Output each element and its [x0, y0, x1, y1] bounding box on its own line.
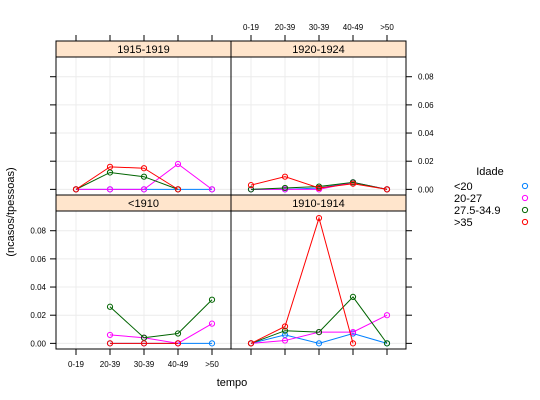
y-tick-label: 0.04 [30, 283, 46, 292]
data-point [106, 163, 114, 170]
series-line [250, 296, 388, 344]
data-point [106, 340, 114, 347]
data-layer [72, 160, 391, 347]
legend-marker-gt35 [521, 218, 529, 226]
legend-marker-27-5-34-9 [521, 206, 529, 214]
legend-label-gt35: >35 [454, 217, 473, 229]
x-tick-label: >50 [205, 360, 219, 369]
series-line [75, 166, 179, 190]
y-tick-label: 0.06 [30, 255, 46, 264]
series-line [109, 299, 213, 339]
x-tick-label: 20-39 [100, 360, 121, 369]
data-point [315, 329, 323, 336]
panel-title: <1910 [128, 198, 159, 210]
data-point [349, 293, 357, 300]
data-point [140, 173, 148, 180]
series-line [75, 171, 179, 190]
x-tick-label: 30-39 [134, 360, 155, 369]
data-point [281, 337, 289, 344]
data-point [281, 173, 289, 180]
y-tick-label: 0.02 [418, 157, 434, 166]
frame-layer: 1915-1919 1920-1924 <1910 1910-1914 [55, 40, 407, 350]
data-point [281, 184, 289, 192]
panel-title: 1915-1919 [117, 44, 170, 56]
data-point [247, 182, 255, 189]
panel-title: 1920-1924 [292, 44, 345, 56]
axis-layer: 0.00 0.02 0.04 0.06 0.08 0.00 0.02 0.04 0.06 0.08… [30, 23, 434, 369]
data-point [315, 214, 323, 222]
data-point [140, 165, 148, 172]
data-point [315, 340, 323, 347]
data-point [349, 180, 357, 187]
y-tick-label: 0.06 [418, 101, 434, 110]
data-point [208, 340, 216, 347]
data-point [208, 186, 216, 193]
data-point [140, 340, 148, 347]
legend-label-27-5-34-9: 27.5-34.9 [454, 205, 500, 217]
series-line [109, 323, 213, 344]
legend-title: Idade [476, 166, 504, 178]
series-line [250, 216, 354, 344]
data-point [247, 186, 255, 193]
series-27-5-34-9-1910-1914 [247, 293, 391, 347]
data-point [208, 320, 216, 327]
y-tick-label: 0.00 [30, 339, 46, 348]
x-tick-label: 40-49 [168, 360, 189, 369]
y-tick-label: 0.00 [418, 185, 434, 194]
data-point [315, 184, 323, 192]
data-point [106, 331, 114, 339]
series-gt35-1915-1919 [72, 163, 182, 193]
x-tick-label: 0-19 [243, 23, 260, 32]
x-tick-label: 30-39 [309, 23, 330, 32]
series-27-5-34-9-lt1910 [106, 296, 216, 341]
data-point [106, 303, 114, 310]
series-line [250, 181, 388, 190]
data-point [281, 327, 289, 334]
x-tick-label: 0-19 [68, 360, 85, 369]
series-line [250, 176, 388, 190]
series-gt35-lt1910 [106, 340, 182, 347]
x-tick-label: 20-39 [275, 23, 296, 32]
data-point [174, 186, 182, 193]
data-point [383, 340, 391, 347]
data-point [247, 340, 255, 347]
data-point [281, 323, 289, 330]
series-gt35-1910-1914 [247, 214, 357, 347]
y-tick-label: 0.08 [418, 73, 434, 82]
data-point [174, 340, 182, 347]
x-tick-label: 40-49 [343, 23, 364, 32]
data-point [174, 160, 182, 168]
data-point [174, 330, 182, 337]
series-line [76, 163, 213, 190]
x-tick-label: >50 [380, 23, 394, 32]
x-axis-title: tempo [217, 377, 248, 389]
legend-marker-lt20 [521, 182, 529, 190]
series-line [250, 332, 388, 344]
legend-label-lt20: <20 [454, 181, 473, 193]
data-point [383, 186, 391, 193]
data-point [106, 186, 114, 193]
panel-title: 1910-1914 [292, 198, 345, 210]
data-point [140, 186, 148, 193]
y-axis-title: (ncasos/tpessoas) [5, 167, 17, 256]
data-point [349, 340, 357, 347]
y-tick-label: 0.02 [30, 311, 46, 320]
legend-label-20-27: 20-27 [454, 193, 482, 205]
series-gt35-1920-1924 [247, 173, 391, 193]
y-tick-label: 0.08 [30, 227, 46, 236]
y-tick-label: 0.04 [418, 129, 434, 138]
data-point [208, 296, 216, 303]
data-point [383, 312, 391, 319]
legend-marker-20-27 [521, 194, 529, 202]
data-point [72, 186, 80, 193]
series-20-27-lt1910 [106, 320, 216, 347]
